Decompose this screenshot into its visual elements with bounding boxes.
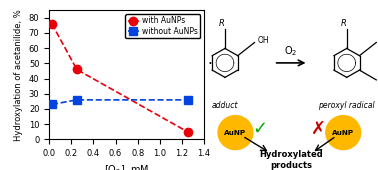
without AuNPs xyxy=(74,99,79,101)
Text: R: R xyxy=(218,19,225,28)
Line: without AuNPs: without AuNPs xyxy=(48,96,192,109)
with AuNPs xyxy=(185,131,190,133)
Circle shape xyxy=(218,116,253,150)
Text: OH: OH xyxy=(258,36,270,45)
Y-axis label: Hydroxylation of acetanilide, %: Hydroxylation of acetanilide, % xyxy=(14,9,23,141)
Text: AuNP: AuNP xyxy=(225,130,246,136)
Line: with AuNPs: with AuNPs xyxy=(48,20,192,136)
Text: AuNP: AuNP xyxy=(332,130,354,136)
Text: ✓: ✓ xyxy=(252,120,267,138)
Text: ✗: ✗ xyxy=(311,120,327,138)
Text: adduct: adduct xyxy=(212,101,238,110)
with AuNPs xyxy=(74,69,79,71)
Text: R: R xyxy=(340,19,346,28)
Text: O$_2$: O$_2$ xyxy=(284,44,298,58)
with AuNPs xyxy=(50,23,54,25)
Circle shape xyxy=(326,116,361,150)
without AuNPs xyxy=(185,99,190,101)
Text: ·: · xyxy=(207,57,212,72)
Text: Hydroxylated
products: Hydroxylated products xyxy=(259,150,323,170)
without AuNPs xyxy=(50,103,54,105)
Legend: with AuNPs, without AuNPs: with AuNPs, without AuNPs xyxy=(125,14,200,38)
Text: peroxyl radical: peroxyl radical xyxy=(318,101,375,110)
X-axis label: [O$_2$], mM: [O$_2$], mM xyxy=(104,164,149,170)
